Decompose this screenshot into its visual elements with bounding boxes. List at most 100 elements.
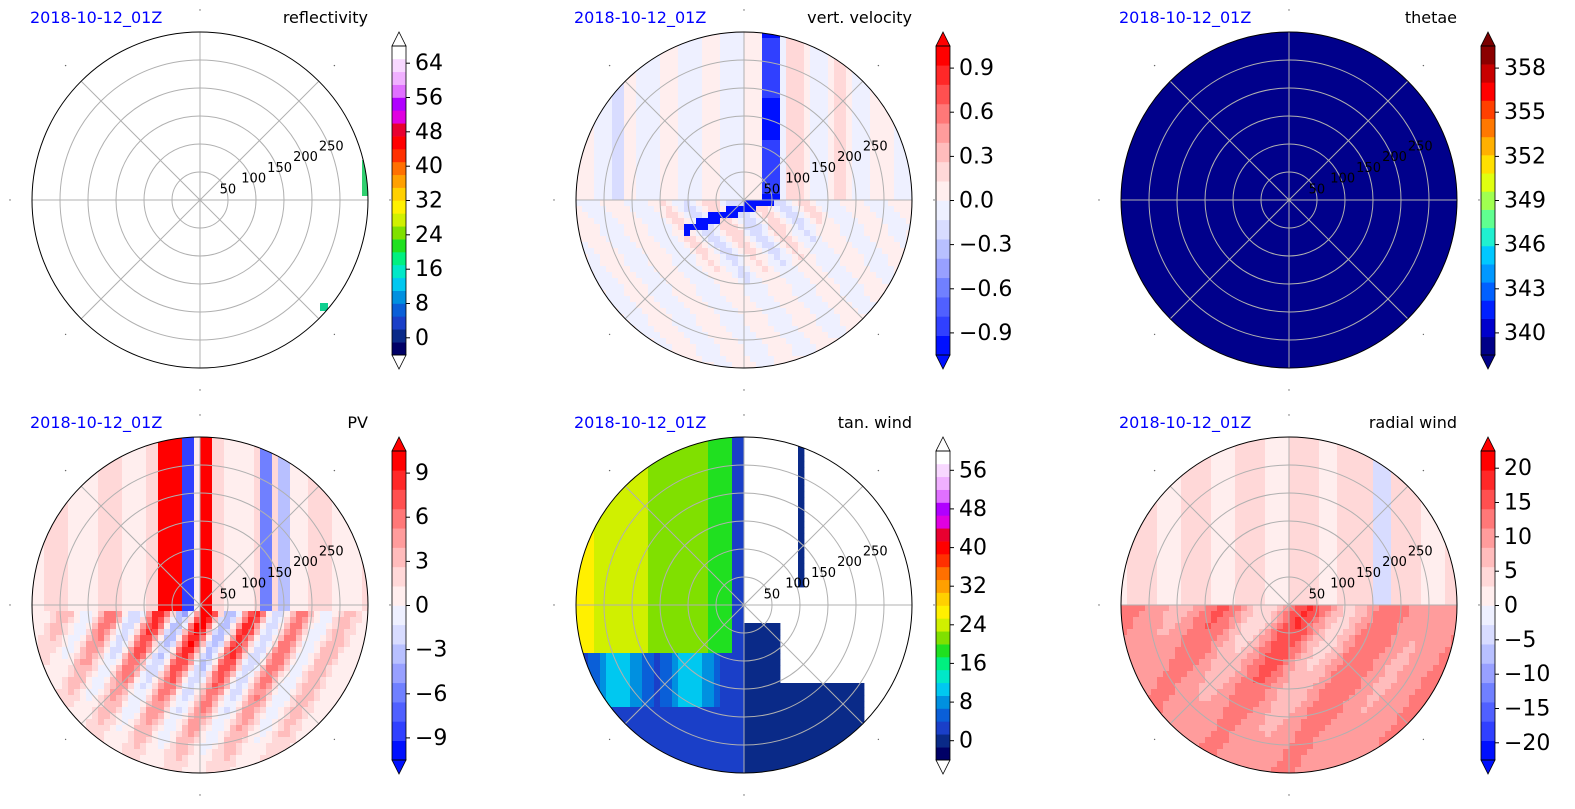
field-cell: [86, 593, 93, 600]
field-cell: [582, 248, 589, 255]
field-cell: [804, 176, 811, 183]
field-cell: [170, 455, 177, 462]
field-cell: [762, 242, 769, 249]
field-cell: [684, 122, 691, 129]
field-cell: [750, 68, 757, 75]
field-cell: [882, 296, 889, 303]
field-cell: [744, 320, 751, 327]
field-cell: [194, 587, 201, 594]
field-cell: [116, 719, 123, 726]
field-cell: [660, 224, 667, 231]
field-cell: [828, 140, 835, 147]
field-cell: [146, 755, 153, 762]
field-cell: [762, 98, 769, 105]
field-cell: [266, 707, 273, 714]
field-cell: [786, 158, 793, 165]
colorbar-segment: [1481, 136, 1495, 156]
field-cell: [146, 623, 153, 630]
field-cell: [696, 236, 703, 243]
field-cell: [798, 266, 805, 273]
field-cell: [212, 611, 219, 618]
field-cell: [756, 278, 763, 285]
field-cell: [882, 158, 889, 165]
field-cell: [128, 593, 135, 600]
field-cell: [170, 509, 177, 516]
field-cell: [744, 224, 751, 231]
field-cell: [224, 767, 231, 773]
field-cell: [218, 473, 225, 480]
field-cell: [164, 713, 171, 720]
field-cell: [266, 539, 273, 546]
field-cell: [116, 563, 123, 570]
field-cell: [840, 314, 847, 321]
field-cell: [182, 653, 189, 660]
field-cell: [140, 671, 147, 678]
field-cell: [158, 503, 165, 510]
field-cell: [666, 146, 673, 153]
field-cell: [648, 122, 655, 129]
field-cell: [864, 278, 871, 285]
field-cell: [870, 260, 877, 267]
field-cell: [732, 182, 739, 189]
field-cell: [690, 332, 697, 339]
field-cell: [248, 491, 255, 498]
field-cell: [726, 170, 733, 177]
field-cell: [624, 92, 631, 99]
field-cell: [224, 569, 231, 576]
field-cell: [606, 296, 613, 303]
field-cell: [612, 218, 619, 225]
field-cell: [158, 557, 165, 564]
field-cell: [224, 701, 231, 708]
field-cell: [762, 284, 769, 291]
field-cell: [702, 44, 709, 51]
field-cell: [684, 68, 691, 75]
field-cell: [140, 557, 147, 564]
colorbar-segment: [936, 123, 950, 143]
field-cell: [768, 332, 775, 339]
field-cell: [86, 605, 93, 612]
field-cell: [606, 206, 613, 213]
field-cell: [768, 212, 775, 219]
field-cell: [206, 491, 213, 498]
field-cell: [110, 611, 117, 618]
theta-tick: [9, 199, 11, 201]
field-cell: [648, 182, 655, 189]
field-cell: [780, 182, 787, 189]
field-cell: [768, 74, 775, 81]
field-cell: [684, 188, 691, 195]
field-cell: [648, 326, 655, 333]
field-cell: [152, 503, 159, 510]
field-cell: [666, 242, 673, 249]
field-cell: [224, 533, 231, 540]
field-cell: [846, 194, 853, 201]
field-cell: [660, 158, 667, 165]
field-cell: [828, 122, 835, 129]
field-cell: [822, 110, 829, 117]
field-cell: [786, 350, 793, 357]
field-cell: [98, 641, 105, 648]
field-cell: [618, 110, 625, 117]
field-cell: [726, 158, 733, 165]
field-cell: [816, 206, 823, 213]
field-cell: [146, 485, 153, 492]
field-cell: [804, 164, 811, 171]
field-cell: [116, 509, 123, 516]
field-cell: [666, 56, 673, 63]
field-cell: [798, 278, 805, 285]
field-cell: [852, 194, 859, 201]
field-cell: [702, 188, 709, 195]
field-cell: [690, 326, 697, 333]
field-cell: [732, 290, 739, 297]
field-cell: [296, 587, 303, 594]
field-cell: [714, 62, 721, 69]
field-cell: [768, 158, 775, 165]
field-cell: [678, 182, 685, 189]
field-cell: [98, 611, 105, 618]
field-cell: [206, 761, 213, 768]
field-cell: [80, 641, 87, 648]
field-cell: [624, 134, 631, 141]
field-cell: [708, 128, 715, 135]
field-cell: [188, 497, 195, 504]
field-cell: [756, 206, 763, 213]
field-cell: [92, 575, 99, 582]
